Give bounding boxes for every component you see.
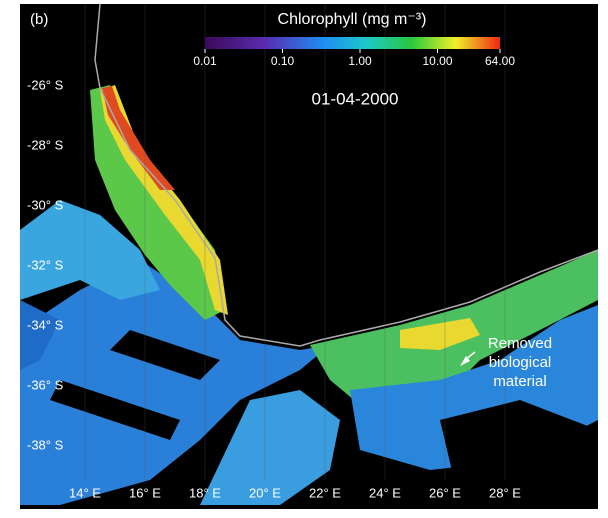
colorbar-tick-label: 0.10 [271,54,295,68]
colorbar-tick-label: 1.00 [348,54,372,68]
colorbar-title: Chlorophyll (mg m⁻³) [278,11,427,28]
lon-label: 28° E [489,485,521,500]
lon-label: 26° E [429,485,461,500]
colorbar-tick-label: 10.00 [423,54,453,68]
map-figure: (b) Chlorophyll (mg m⁻³) 01-04-2000 0.01… [0,0,608,513]
lon-label: 22° E [309,485,341,500]
colorbar [205,37,500,49]
lat-label: -38° S [27,437,64,452]
lon-label: 14° E [69,485,101,500]
colorbar-tick-label: 64.00 [485,54,515,68]
annotation: biological [489,354,552,371]
lat-label: -36° S [27,377,64,392]
lon-label: 18° E [189,485,221,500]
lon-label: 16° E [129,485,161,500]
lat-label: -26° S [27,77,64,92]
annotation: Removed [488,335,552,352]
panel-label: (b) [30,11,48,28]
lat-label: -34° S [27,317,64,332]
date: 01-04-2000 [312,89,399,108]
lat-label: -32° S [27,257,64,272]
lat-label: -28° S [27,137,64,152]
lon-label: 20° E [249,485,281,500]
lon-label: 24° E [369,485,401,500]
colorbar-tick-label: 0.01 [193,54,217,68]
annotation: material [493,373,546,390]
lat-label: -30° S [27,197,64,212]
